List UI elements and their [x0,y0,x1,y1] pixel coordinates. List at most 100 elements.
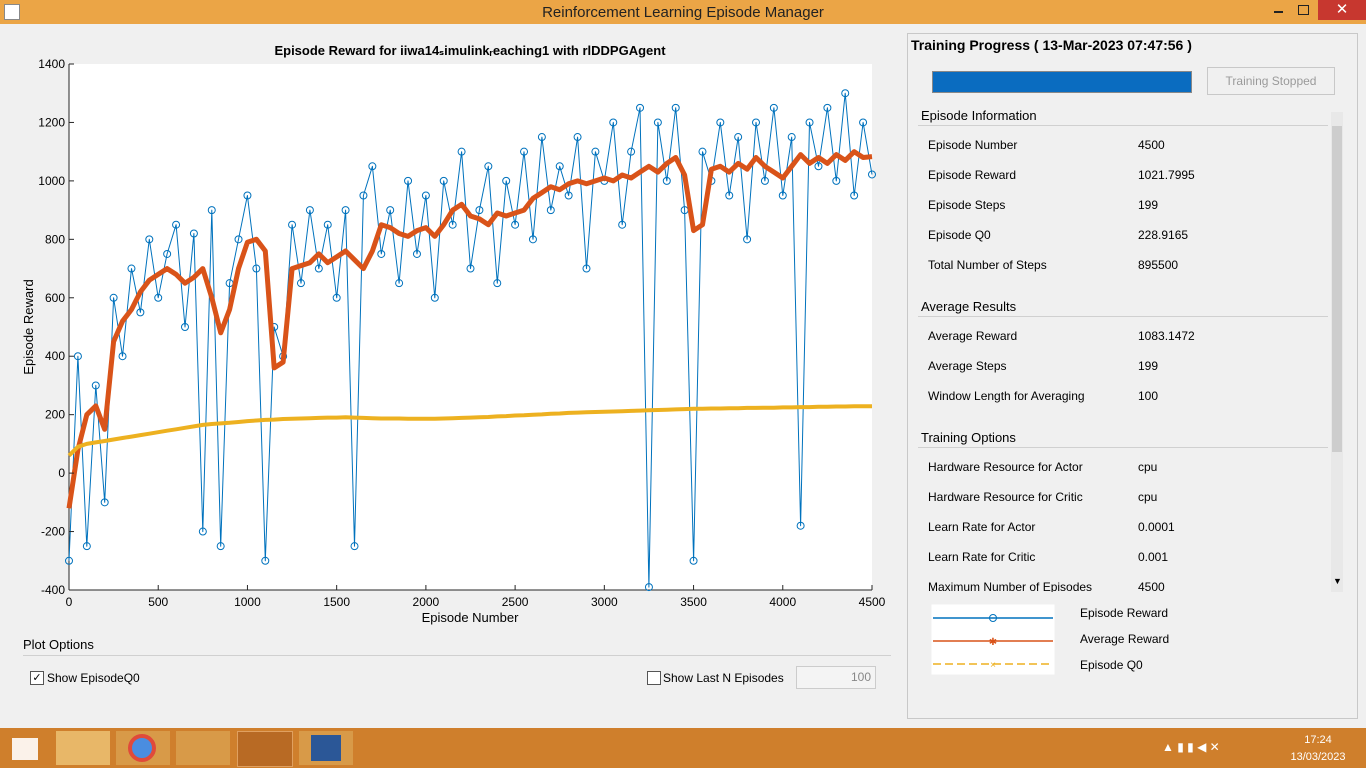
data-point [91,381,100,390]
app-icon [4,4,20,20]
legend-bg [931,604,1055,675]
data-point [65,556,73,565]
data-point [448,220,457,229]
chrome-icon[interactable] [116,731,170,765]
info-value: 199 [1138,359,1159,373]
scroll-down[interactable]: ▼ [1333,576,1342,586]
data-point [296,279,305,288]
data-point [475,206,484,215]
info-label: Episode Q0 [928,228,991,242]
y-tick-label: 0 [58,466,65,480]
y-tick-label: -400 [41,583,65,597]
info-label: Maximum Number of Episodes [928,580,1093,592]
info-value: 0.0001 [1138,520,1175,534]
data-point [234,235,243,244]
data-point [636,103,645,112]
legend-marker: ✱ [989,637,997,648]
last-n-input[interactable]: 100 [796,666,876,689]
data-point [395,279,404,288]
stop-button[interactable]: Training Stopped [1207,67,1335,95]
plot-area [69,64,872,590]
data-point [198,527,207,536]
data-point [609,118,618,127]
data-point [511,220,520,229]
checkbox-show-last-n[interactable] [647,671,661,685]
start-button[interactable] [12,738,38,760]
data-point [404,176,413,185]
data-point [716,118,725,127]
data-point [457,147,466,156]
info-label: Learn Rate for Critic [928,550,1036,564]
checkbox-label: Show EpisodeQ0 [47,671,140,685]
data-point [618,220,627,229]
notes-icon[interactable] [176,731,230,765]
series-line [68,92,873,588]
y-tick-label: 600 [45,291,65,305]
plot-marks [65,89,876,592]
info-label: Episode Number [928,138,1018,152]
data-point [734,133,743,142]
info-value: 4500 [1138,138,1165,152]
data-point [752,118,761,127]
info-value: 199 [1138,198,1159,212]
y-tick-label: 400 [45,349,65,363]
info-value: cpu [1138,460,1158,474]
explorer-icon[interactable] [56,731,110,765]
data-point [555,162,564,171]
maximize-button[interactable] [1298,5,1309,15]
data-point [136,308,145,317]
data-point [537,133,546,142]
title-bar: Reinforcement Learning Episode Manager ✕ [0,0,1366,24]
info-label: Total Number of Steps [928,258,1047,272]
data-point [564,191,573,200]
legend-marker: × [990,660,996,671]
data-point [778,191,787,200]
x-tick-label: 2000 [413,595,440,609]
data-point [127,264,136,273]
scroll-thumb[interactable] [1332,126,1342,452]
data-point [252,264,261,273]
matlab-icon[interactable] [237,731,293,767]
data-point [805,118,814,127]
checkbox-show-q0[interactable]: ✓ [30,671,44,685]
clock-time: 17:24 [1304,734,1332,746]
data-point [823,103,832,112]
data-point [421,191,430,200]
info-value: 895500 [1138,258,1179,272]
x-tick-label: 1000 [234,595,261,609]
y-tick-label: 1000 [38,174,65,188]
data-point [288,220,297,229]
data-point [216,542,225,551]
close-button[interactable]: ✕ [1318,0,1366,20]
chart: Episode Reward for iiwa14ₛimulinkᵣeachin… [21,43,886,625]
y-axis-label: Episode Reward [21,279,36,374]
data-point [859,118,868,127]
data-point [591,147,600,156]
section-line [918,316,1328,317]
info-label: Window Length for Averaging [928,389,1085,403]
data-point [439,176,448,185]
info-value: 0.001 [1138,550,1169,564]
data-point [644,583,653,592]
y-tick-label: 1400 [38,57,65,71]
info-value: 100 [1138,389,1159,403]
x-tick-label: 2500 [502,595,529,609]
word-icon[interactable] [299,731,353,765]
data-point [82,542,91,551]
minimize-button[interactable] [1274,11,1283,13]
x-axis-label: Episode Number [422,610,519,625]
scrollbar[interactable] [1331,112,1343,592]
x-tick-label: 0 [66,595,73,609]
data-point [493,279,502,288]
section-line [918,447,1328,448]
data-point [323,220,332,229]
data-point [332,293,341,302]
tray-icons[interactable]: ▲ ▮ ▮ ◀ ✕ [1162,740,1220,754]
data-point [760,176,769,185]
data-point [484,162,493,171]
info-label: Episode Steps [928,198,1006,212]
data-point [261,556,270,565]
data-point [671,103,680,112]
data-point [725,191,734,200]
